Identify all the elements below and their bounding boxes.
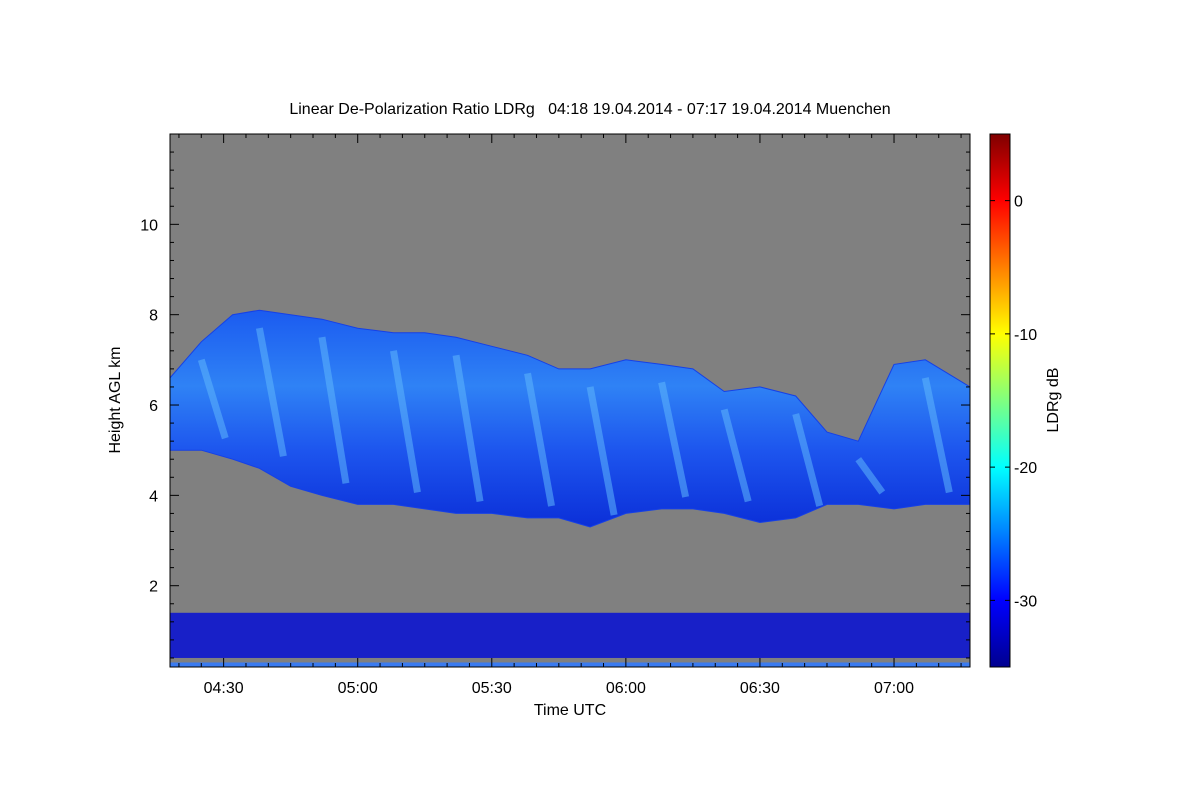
cloud-streak [452,354,484,502]
cloud-streak [792,413,824,507]
cloud-streak [720,408,752,503]
y-tick-label: 8 [149,308,158,325]
cloud-streak [255,327,287,457]
plot-area: 04:30 05:00 05:30 06:00 06:30 07:00 2 4 6 8 10 [140,133,971,697]
y-tick-label: 4 [149,488,158,505]
chart-title: Linear De-Polarization Ratio LDRg 04:18 … [289,101,890,118]
x-tick-label: 06:30 [740,680,780,697]
x-tick-label: 07:00 [874,680,914,697]
cloud-streak [318,336,350,484]
colorbar-tick-label: 0 [1014,194,1023,211]
plot-frame [169,133,971,668]
x-tick-label: 06:00 [606,680,646,697]
cloud-streak [855,457,886,495]
y-axis-label: Height AGL km [107,346,124,453]
cirrus-cloud-layer [170,309,970,528]
cloud-streak [197,358,229,440]
ground-level-band [170,662,970,667]
colorbar-tick-label: -20 [1014,460,1037,477]
y-tick-label: 2 [149,579,158,596]
colorbar-tick-label: -30 [1014,593,1037,610]
cloud-streak [390,350,421,493]
y-tick-label: 6 [149,398,158,415]
colorbar-label: LDRg dB [1045,368,1062,433]
x-axis-label: Time UTC [534,702,606,719]
cloud-streak [586,386,618,516]
colorbar-scale [989,133,1011,668]
cloud-streak [921,377,953,494]
x-tick-label: 05:00 [338,680,378,697]
y-tick-label: 10 [140,217,158,234]
near-surface-layer [170,612,970,658]
x-tick-label: 05:30 [472,680,512,697]
cloud-streak [658,381,690,498]
colorbar: 0 -10 -20 -30 LDRg dB [989,133,1062,668]
colorbar-tick-label: -10 [1014,327,1037,344]
x-tick-label: 04:30 [204,680,244,697]
cloud-streak [524,372,555,507]
